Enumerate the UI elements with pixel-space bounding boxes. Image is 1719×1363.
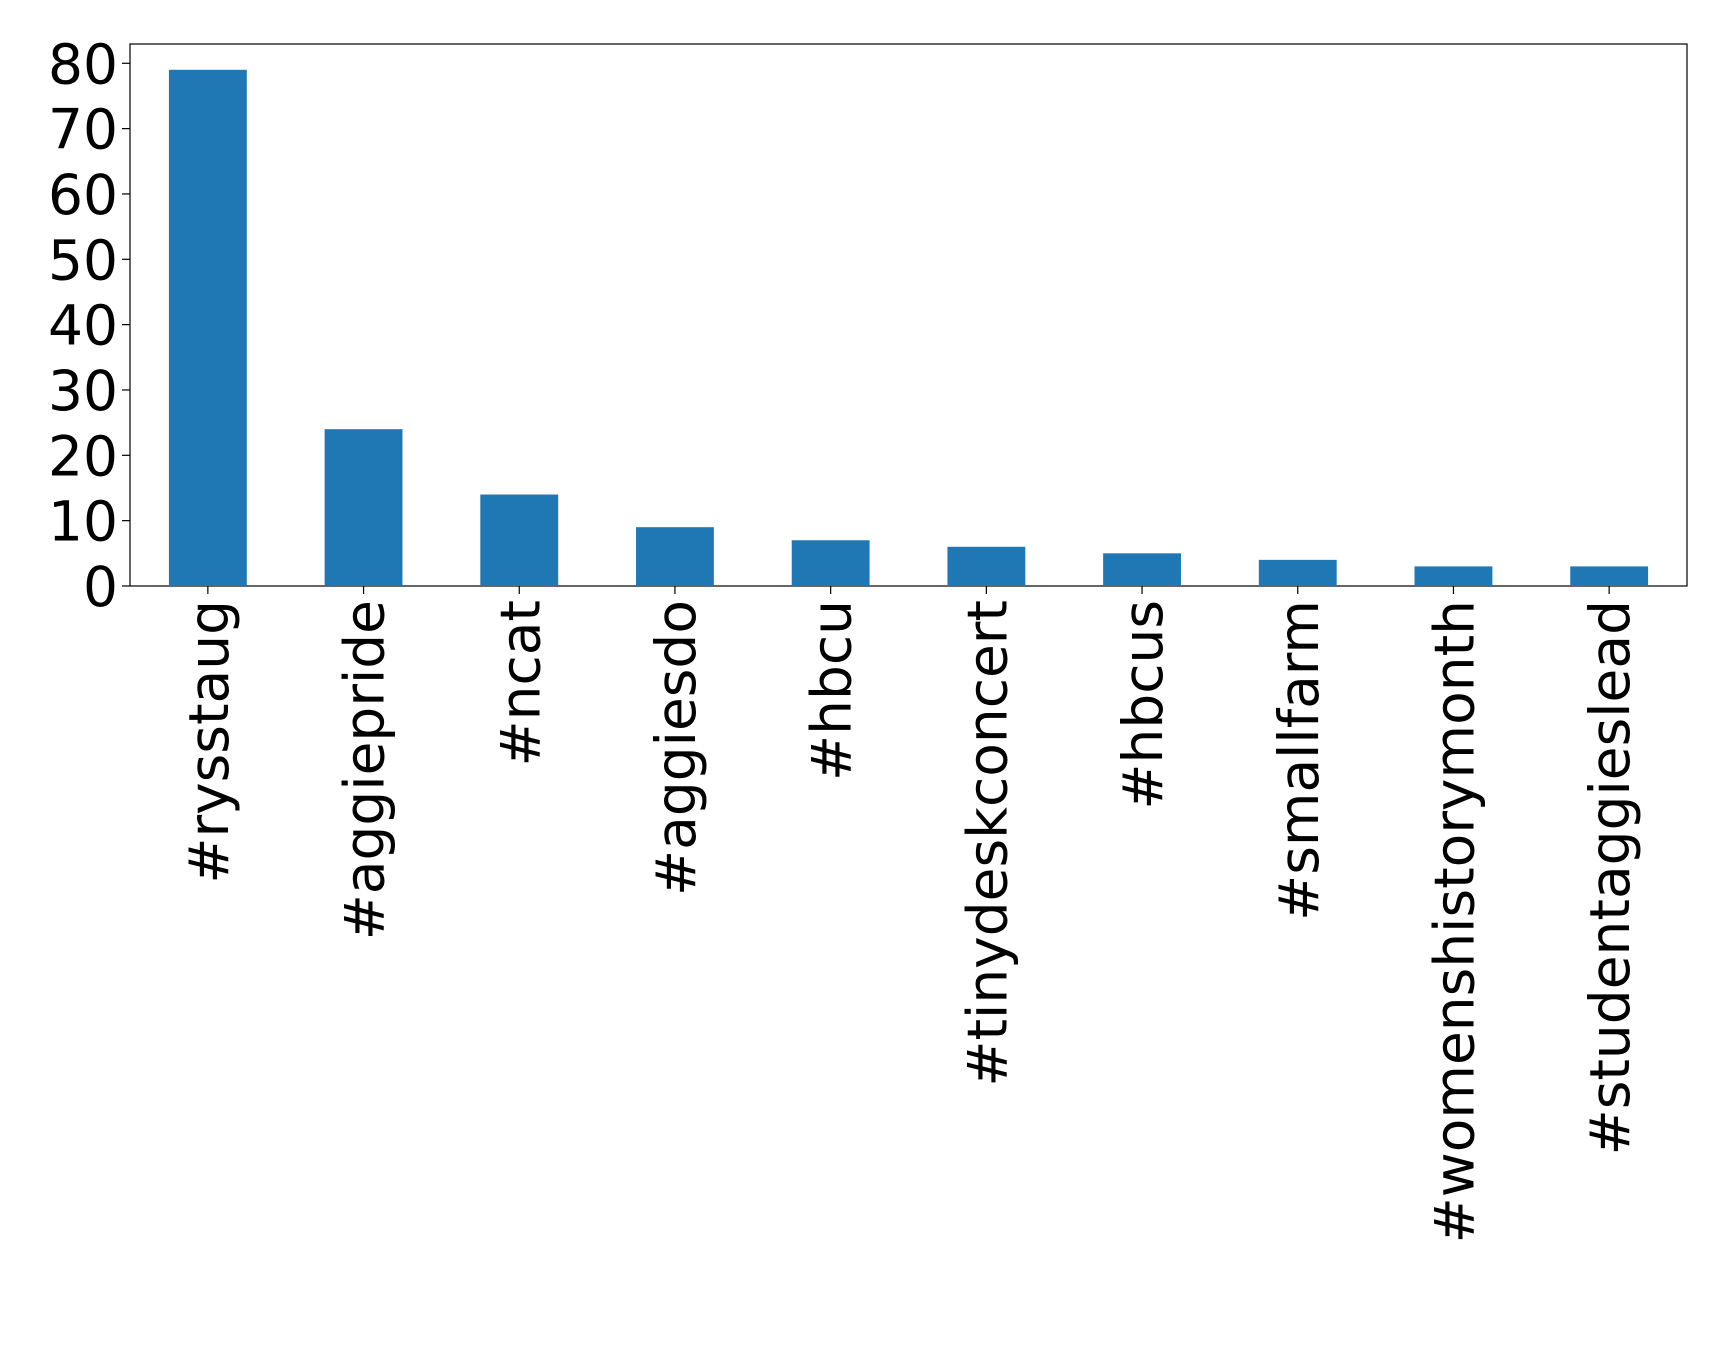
y-tick-label: 0: [83, 555, 118, 619]
bar: [1103, 553, 1181, 586]
bar: [636, 527, 714, 586]
bar: [480, 494, 559, 586]
bar: [1570, 566, 1649, 586]
x-tick-label: #ncat: [488, 600, 552, 766]
x-tick-label: #studentaggieslead: [1578, 600, 1642, 1155]
x-tick-label: #womenshistorymonth: [1422, 600, 1486, 1243]
bar: [1414, 566, 1493, 586]
y-tick-label: 70: [48, 98, 118, 162]
x-tick-label: #tinydeskconcert: [955, 600, 1019, 1087]
bar: [168, 69, 247, 587]
plot-frame: [129, 43, 1688, 587]
y-tick-label: 50: [48, 228, 118, 292]
bar: [324, 429, 403, 586]
x-tick-label: #aggiepride: [333, 600, 397, 940]
x-tick-label: #hbcu: [800, 600, 864, 781]
bar: [947, 546, 1026, 586]
bar: [791, 540, 870, 586]
bar: [1258, 559, 1337, 586]
x-tick-label: #aggiesdo: [644, 600, 708, 896]
x-tick-label: #hbcus: [1111, 600, 1175, 810]
y-tick-label: 10: [48, 490, 118, 554]
y-tick-label: 60: [48, 163, 118, 227]
x-tick-label: #smallfarm: [1267, 600, 1331, 921]
y-tick-label: 40: [48, 294, 118, 358]
x-tick-label: #rysstaug: [177, 600, 241, 884]
y-tick-label: 20: [48, 424, 118, 488]
y-tick-label: 80: [48, 32, 118, 96]
y-tick-label: 30: [48, 359, 118, 423]
